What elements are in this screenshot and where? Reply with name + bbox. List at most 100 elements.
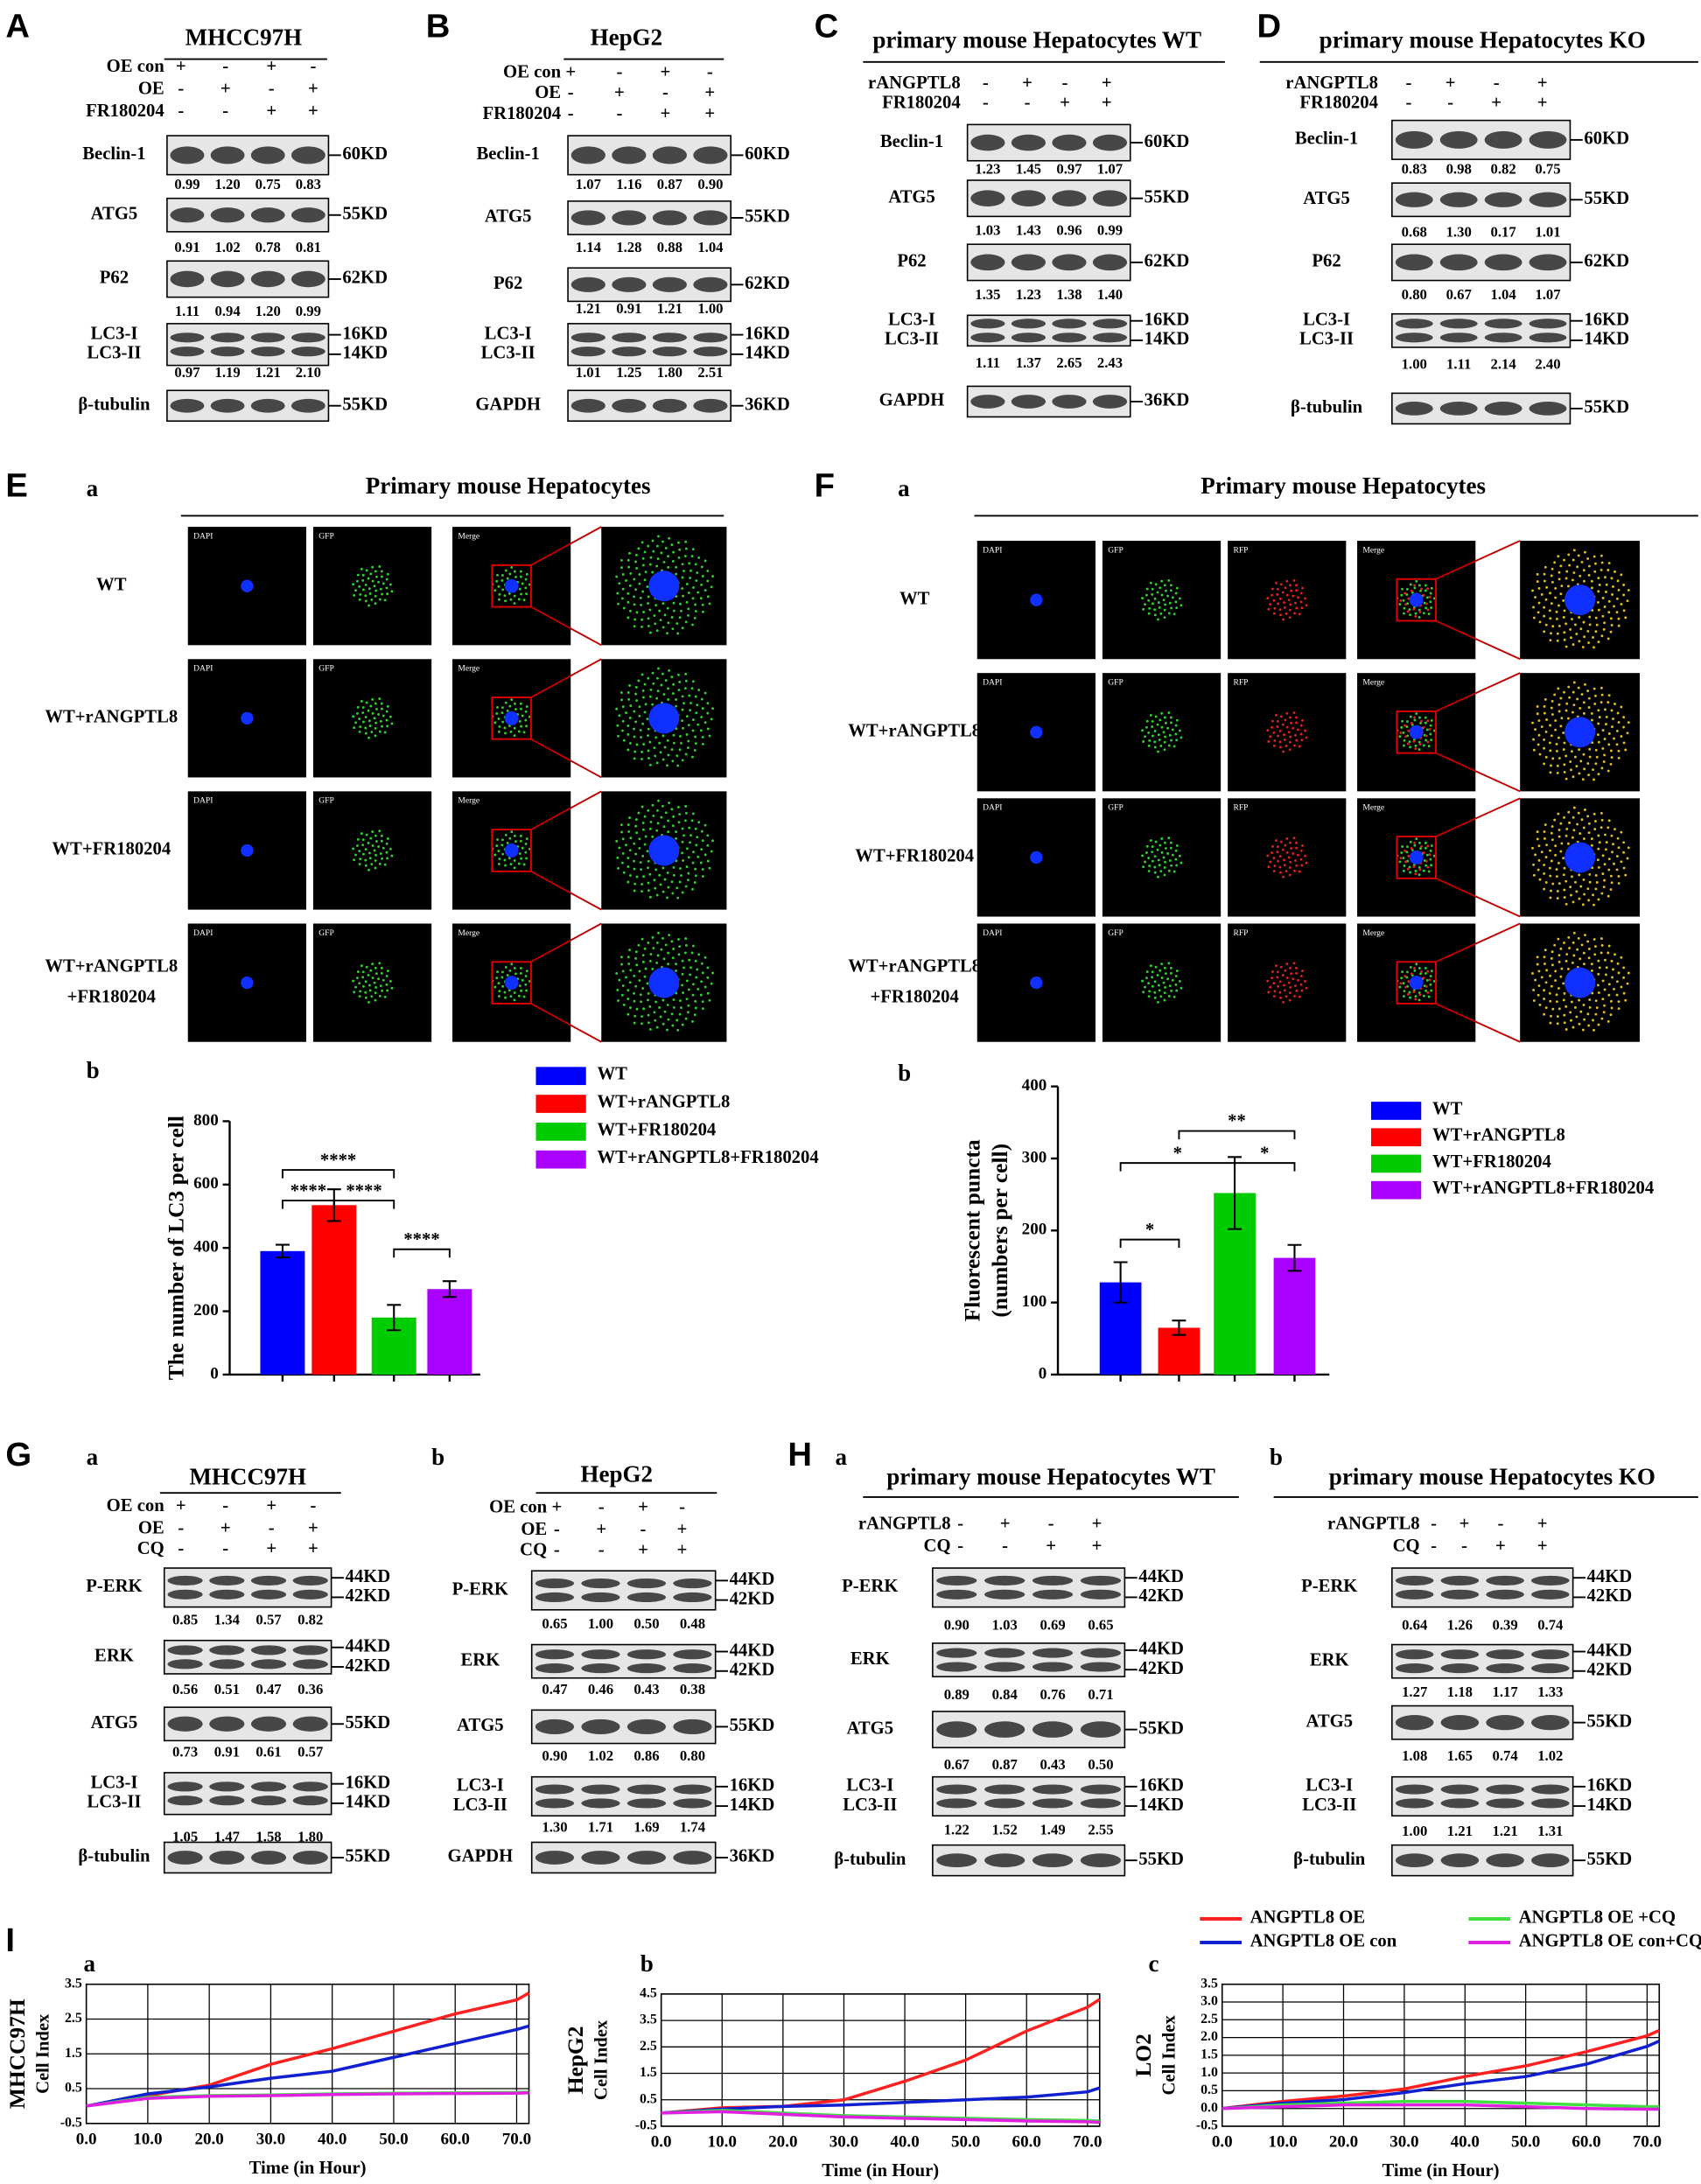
fluorescent-puncta	[513, 734, 516, 738]
fluorescent-puncta	[1279, 715, 1283, 718]
fluorescent-puncta	[692, 718, 695, 722]
densitometry-value: 1.19	[214, 364, 240, 381]
blot-band	[936, 1721, 977, 1738]
fluorescent-puncta	[1426, 990, 1430, 994]
fluorescent-puncta	[626, 592, 630, 595]
fluorescent-puncta	[1141, 729, 1144, 732]
fluorescent-puncta	[1606, 701, 1610, 704]
fluorescent-puncta	[525, 592, 528, 596]
fluorescent-puncta	[364, 716, 368, 718]
fluorescent-puncta	[1597, 1023, 1600, 1026]
fluorescent-puncta	[618, 714, 621, 718]
fluorescent-puncta	[684, 1017, 688, 1020]
fluorescent-puncta	[643, 682, 647, 686]
fluorescent-puncta	[1281, 848, 1284, 851]
fluorescent-puncta	[1626, 732, 1629, 735]
kd-label: 14KD	[1138, 1796, 1184, 1815]
blot-label: ATG5	[846, 1718, 893, 1738]
fluorescent-puncta	[504, 864, 507, 867]
fluorescent-puncta	[629, 1006, 632, 1010]
fluorescent-puncta	[1163, 966, 1166, 970]
blot-band	[936, 1575, 977, 1586]
fluorescent-puncta	[681, 851, 684, 855]
fluorescent-puncta	[375, 972, 378, 976]
micrograph	[312, 791, 432, 910]
kd-label: 16KD	[745, 324, 790, 343]
blot-label: P-ERK	[86, 1577, 142, 1596]
kd-label: 62KD	[1584, 252, 1629, 271]
fluorescent-puncta	[1426, 970, 1430, 973]
densitometry-value: 1.80	[657, 364, 682, 381]
fluorescent-puncta	[621, 984, 625, 987]
fluorescent-puncta	[1424, 734, 1428, 738]
fluorescent-puncta	[1545, 585, 1549, 589]
panel-letter: D	[1257, 8, 1282, 46]
fluorescent-puncta	[1420, 844, 1423, 848]
fluorescent-puncta	[1609, 888, 1613, 891]
fluorescent-puncta	[359, 725, 362, 728]
fluorescent-puncta	[668, 536, 671, 540]
fluorescent-puncta	[640, 736, 643, 738]
fluorescent-puncta	[1409, 715, 1412, 718]
fluorescent-puncta	[649, 556, 653, 559]
treatment-sign: +	[220, 79, 231, 98]
fluorescent-puncta	[1284, 995, 1288, 998]
fluorescent-puncta	[1164, 985, 1167, 989]
fluorescent-puncta	[706, 711, 710, 715]
fluorescent-puncta	[1612, 718, 1614, 720]
fluorescent-puncta	[687, 592, 690, 594]
fluorescent-puncta	[374, 985, 378, 989]
fluorescent-puncta	[634, 950, 638, 954]
fluorescent-puncta	[621, 587, 625, 591]
blot-band	[1531, 1784, 1570, 1795]
fluorescent-puncta	[1572, 954, 1576, 957]
fluorescent-puncta	[1420, 587, 1423, 591]
fluorescent-puncta	[1531, 721, 1534, 724]
fluorescent-puncta	[1553, 818, 1557, 822]
fluorescent-puncta	[647, 624, 650, 627]
treatment-sign: +	[661, 62, 671, 81]
blot-title: MHCC97H	[189, 1463, 306, 1489]
x-tick-label: 50.0	[1511, 2132, 1540, 2151]
fluorescent-puncta	[1620, 956, 1623, 959]
fluorescent-puncta	[1294, 733, 1297, 737]
channel-label: DAPI	[193, 796, 213, 806]
fluorescent-puncta	[635, 611, 639, 614]
treatment-sign: -	[598, 1541, 605, 1560]
fluorescent-puncta	[385, 842, 388, 845]
blot-membrane	[530, 1775, 717, 1817]
fluorescent-puncta	[1570, 1018, 1572, 1022]
fluorescent-puncta	[374, 570, 377, 573]
fluorescent-puncta	[364, 858, 368, 862]
fluorescent-puncta	[1606, 951, 1610, 955]
fluorescent-puncta	[1418, 615, 1421, 619]
blot-band	[1440, 1589, 1480, 1600]
fluorescent-puncta	[688, 562, 691, 565]
error-bar	[387, 1304, 402, 1332]
panel-sublabel: a	[898, 475, 910, 501]
fluorescent-puncta	[1169, 716, 1172, 719]
blot-band	[1531, 1649, 1570, 1660]
fluorescent-puncta	[1293, 869, 1296, 872]
fluorescent-puncta	[641, 854, 645, 858]
blot-label: LC3-II	[87, 344, 141, 363]
fluorescent-puncta	[647, 595, 650, 598]
fluorescent-puncta	[368, 587, 371, 591]
fluorescent-puncta	[374, 998, 377, 1002]
treatment-sign: -	[1062, 74, 1068, 93]
fluorescent-puncta	[701, 839, 704, 843]
fluorescent-puncta	[633, 595, 635, 598]
fluorescent-puncta	[1592, 687, 1596, 690]
fluorescent-puncta	[519, 702, 522, 705]
fluorescent-puncta	[1292, 962, 1296, 965]
fluorescent-puncta	[1168, 984, 1172, 988]
blot-band	[652, 210, 687, 226]
fluorescent-puncta	[513, 858, 516, 862]
fluorescent-puncta	[675, 572, 678, 576]
blot-band	[693, 210, 728, 226]
fluorescent-puncta	[1532, 863, 1536, 866]
fluorescent-puncta	[1611, 850, 1614, 854]
fluorescent-puncta	[365, 701, 368, 704]
blot-band	[1052, 332, 1087, 343]
fluorescent-puncta	[1597, 972, 1600, 976]
